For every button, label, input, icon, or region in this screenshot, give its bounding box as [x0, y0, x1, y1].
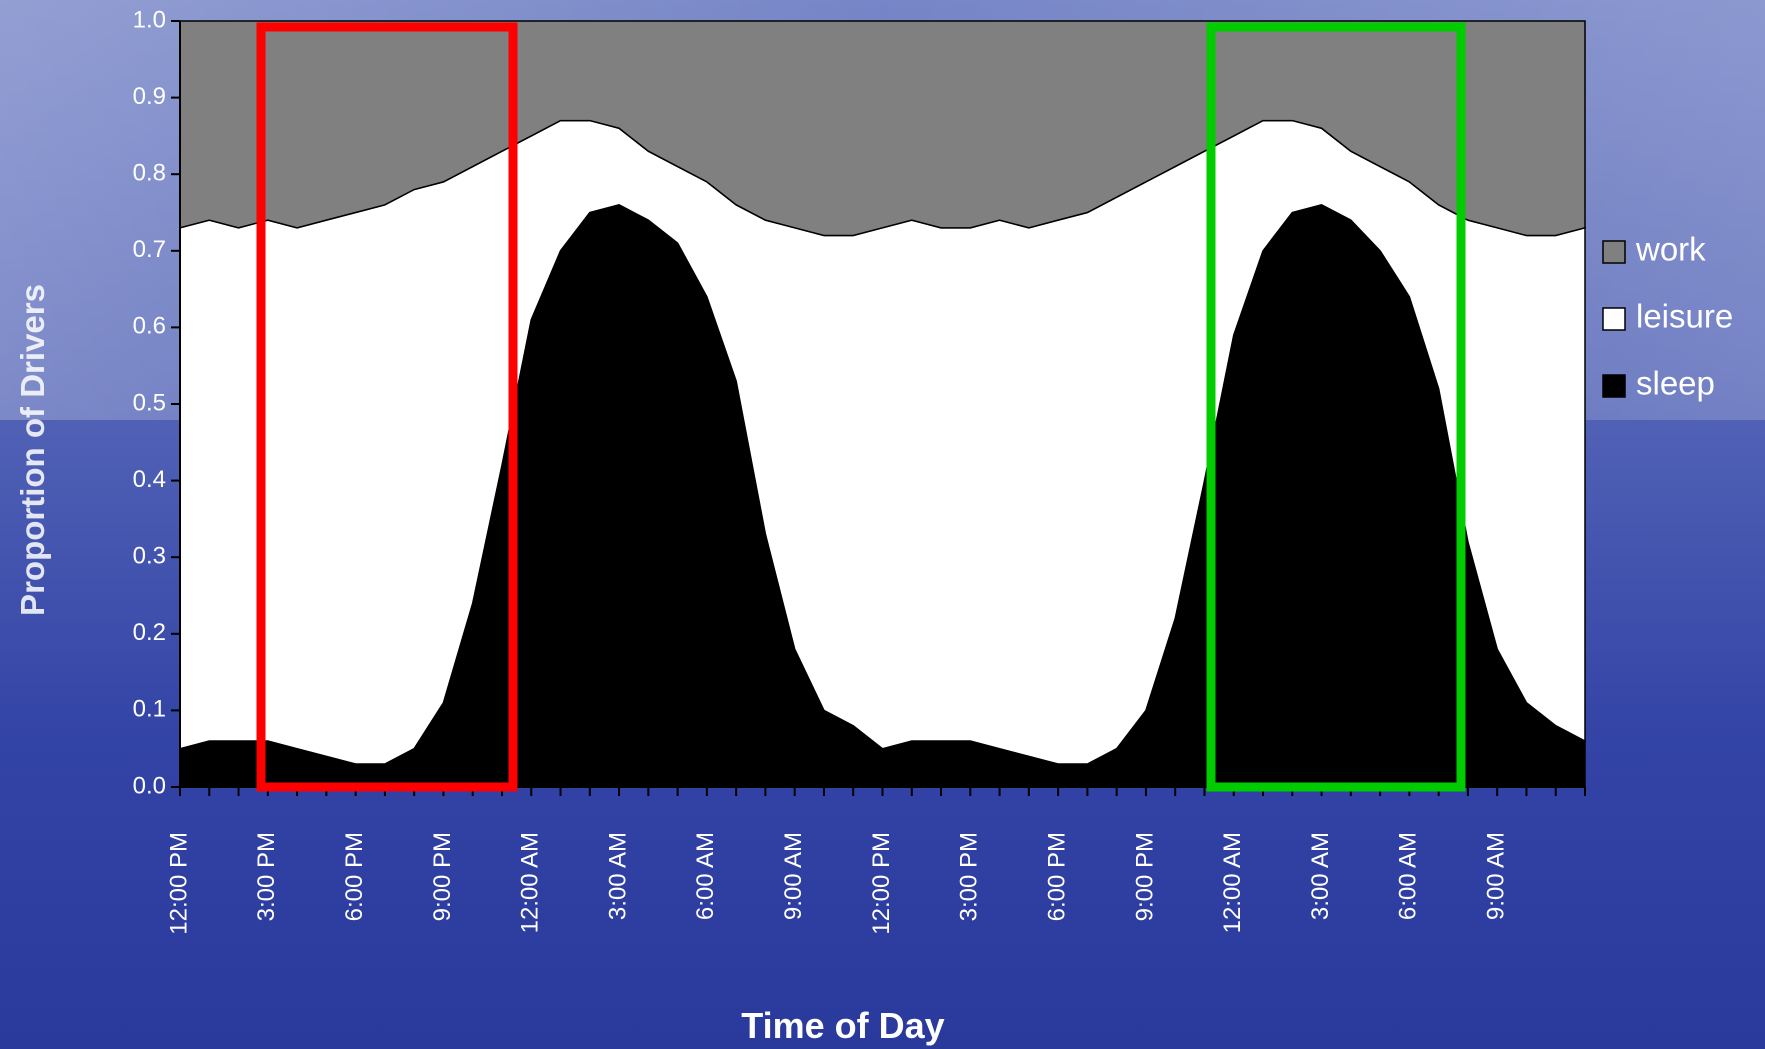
- x-tick-label: 9:00 AM: [780, 832, 807, 920]
- y-tick-label: 0.6: [133, 313, 166, 340]
- y-tick-label: 0.2: [133, 619, 166, 646]
- legend-swatch: [1603, 308, 1625, 330]
- legend-swatch: [1603, 375, 1625, 397]
- legend-swatch: [1603, 241, 1625, 263]
- x-axis-title: Time of Day: [741, 1005, 944, 1046]
- x-tick-label: 12:00 PM: [868, 832, 895, 935]
- legend-label: work: [1635, 231, 1706, 268]
- x-tick-label: 6:00 AM: [692, 832, 719, 920]
- x-tick-label: 12:00 AM: [1219, 832, 1246, 933]
- y-tick-label: 0.7: [133, 236, 166, 263]
- chart: 0.0 0.1 0.2 0.3 0.4 0.5 0.6 0.7 0.8 0.9 1.0 12:00 P…: [0, 0, 1765, 1049]
- x-tick-label: 9:00 AM: [1483, 832, 1510, 920]
- legend-label: sleep: [1636, 365, 1715, 402]
- x-tick-label: 3:00 AM: [604, 832, 631, 920]
- x-tick-label: 12:00 PM: [165, 832, 192, 935]
- x-tick-label: 6:00 PM: [341, 832, 368, 921]
- x-tick-label: 12:00 AM: [517, 832, 544, 933]
- x-tick-label: 6:00 PM: [1043, 832, 1070, 921]
- x-tick-label: 3:00 PM: [956, 832, 983, 921]
- y-tick-label: 0.0: [133, 772, 166, 799]
- x-tick-label: 3:00 PM: [253, 832, 280, 921]
- y-tick-label: 0.4: [133, 466, 166, 493]
- x-tick-label: 6:00 AM: [1395, 832, 1422, 920]
- x-tick-label: 9:00 PM: [1131, 832, 1158, 921]
- y-tick-label: 0.5: [133, 389, 166, 416]
- x-tick-label: 9:00 PM: [429, 832, 456, 921]
- y-tick-label: 0.8: [133, 160, 166, 187]
- y-axis-title: Proportion of Drivers: [14, 284, 51, 616]
- y-tick-label: 1.0: [133, 6, 166, 33]
- x-tick-label: 3:00 AM: [1307, 832, 1334, 920]
- y-tick-label: 0.3: [133, 543, 166, 570]
- y-tick-label: 0.1: [133, 696, 166, 723]
- y-tick-label: 0.9: [133, 83, 166, 110]
- legend-label: leisure: [1636, 298, 1733, 335]
